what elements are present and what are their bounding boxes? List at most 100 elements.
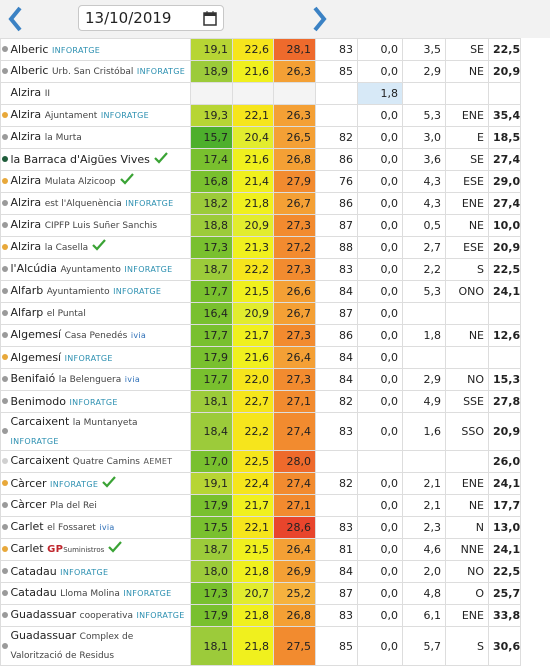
status-cell [0,104,9,127]
station-location: Ayuntamento [60,265,121,275]
wind-speed: 5,3 [402,280,446,303]
station-row: Alzira la Murta 15,7 20,4 26,5 82 0,0 3,0 E 18,5 [0,126,521,149]
status-dot [2,68,8,74]
temp-min: 18,1 [190,390,233,413]
temp-min: 19,3 [190,104,233,127]
status-dot [2,642,8,649]
temp-mean: 21,7 [232,494,274,517]
network-tag: INFORATGE [69,397,118,407]
wind-direction [445,302,489,325]
next-arrow[interactable] [311,5,329,33]
station-row: Guadassuar cooperativa INFORATGE 17,9 21,8… [0,604,521,627]
status-cell [0,582,9,605]
status-cell [0,60,9,83]
wind-speed: 4,9 [402,390,446,413]
station-location: Mulata Alzicoop [44,177,116,187]
wind-gust [488,302,521,325]
wind-gust: 33,8 [488,604,521,627]
station-name-cell: l'Alcúdia Ayuntamento INFORATGE [8,258,191,281]
network-tag: INFORATGE [136,611,185,620]
station-location: la Belenguera [58,375,122,385]
station-row: Carcaixent la Muntanyeta INFORATGE 18,4 22… [0,412,521,451]
temp-mean: 22,1 [232,104,274,127]
station-name-cell: Alzira Ajuntament INFORATGE [8,104,191,127]
station-location: el Puntal [46,309,86,319]
temp-mean: 21,3 [232,236,274,259]
station-name: Guadassuar [10,629,77,642]
temp-max: 26,9 [273,560,316,583]
humidity: 87 [315,214,358,237]
prev-arrow[interactable] [6,5,24,33]
station-name: Alzira [10,218,42,231]
rain: 0,0 [357,390,403,413]
rain: 0,0 [357,582,403,605]
humidity: 82 [315,126,358,149]
humidity [315,82,358,105]
temp-max: 27,9 [273,170,316,193]
wind-gust: 22,5 [488,38,521,61]
network-tag: INFORATGE [125,199,174,208]
rain: 0,0 [357,626,403,666]
status-cell [0,390,9,413]
status-dot [2,398,8,404]
wind-direction: N [445,516,489,539]
wind-direction: E [445,126,489,149]
network-tag: INFORATGE [113,287,162,296]
status-cell [0,450,9,473]
wind-speed: 2,3 [402,516,446,539]
wind-gust: 17,7 [488,494,521,517]
status-dot [2,590,8,596]
station-row: Alzira II 1,8 [0,82,521,105]
network-tag: ivia [124,375,141,384]
temp-max [273,82,316,105]
wind-direction: SSO [445,412,489,451]
station-name: Alzira [10,108,42,121]
station-row: Catadau INFORATGE 18,0 21,8 26,9 84 0,0 2,0 NO 2… [0,560,521,583]
station-row: Carlet el Fossaret ivia 17,5 22,1 28,6 83 0,0… [0,516,521,539]
rain: 0,0 [357,258,403,281]
status-dot [2,428,8,434]
calendar-icon[interactable] [203,11,217,26]
temp-max: 27,3 [273,258,316,281]
wind-direction: SE [445,38,489,61]
station-location: Quatre Camins [72,457,140,467]
temp-mean: 22,4 [232,472,274,495]
date-input[interactable]: 13/10/2019 [78,5,224,31]
station-name: Carlet [10,542,44,555]
temp-mean: 22,2 [232,412,274,451]
temp-max: 26,8 [273,148,316,171]
network-tag: ivia [99,523,115,532]
rain: 0,0 [357,538,403,561]
status-cell [0,280,9,303]
status-dot [2,480,8,486]
network-tag: INFORATGE [123,589,172,598]
humidity: 83 [315,516,358,539]
status-dot [2,112,8,118]
wind-gust: 27,4 [488,148,521,171]
status-dot [2,222,8,228]
station-name: Alzira [10,240,42,253]
wind-speed [402,82,446,105]
date-text: 13/10/2019 [85,9,172,27]
status-dot [2,288,8,294]
temp-min: 17,3 [190,236,233,259]
rain [357,450,403,473]
station-name: Carcaixent [10,415,70,428]
wind-gust: 20,9 [488,412,521,451]
temp-max: 28,6 [273,516,316,539]
temp-max: 26,6 [273,280,316,303]
wind-direction: ESE [445,170,489,193]
status-dot [2,354,8,360]
temp-mean: 22,0 [232,368,274,391]
station-name-cell: Alzira la Casella [8,236,191,259]
wind-speed: 5,3 [402,104,446,127]
network-tag: GP [47,544,64,555]
wind-speed: 3,6 [402,148,446,171]
status-dot [2,568,8,574]
wind-direction: NO [445,368,489,391]
temp-min: 17,7 [190,368,233,391]
rain: 0,0 [357,324,403,347]
humidity: 83 [315,604,358,627]
temp-min: 15,7 [190,126,233,149]
